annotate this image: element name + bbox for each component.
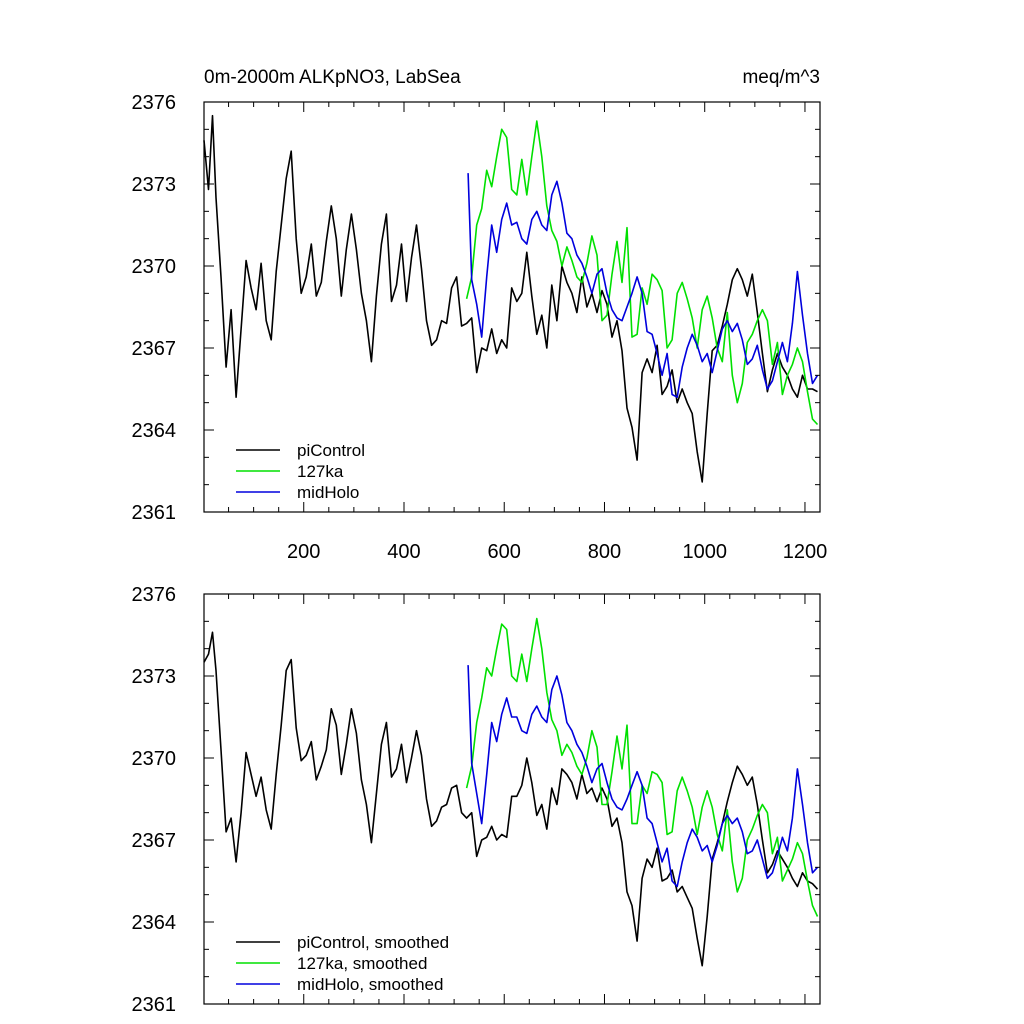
x-tick-label: 400 xyxy=(387,541,420,563)
y-tick-label: 2364 xyxy=(132,912,177,934)
y-tick-label: 2361 xyxy=(132,994,177,1016)
y-tick-label: 2364 xyxy=(132,420,177,442)
y-tick-label: 2367 xyxy=(132,830,177,852)
x-tick-label: 600 xyxy=(488,541,521,563)
series-line-midholo-smoothed xyxy=(467,665,819,888)
series-layer xyxy=(203,617,819,967)
x-tick-label: 800 xyxy=(588,541,621,563)
plot-frame xyxy=(203,593,821,1005)
series-line-127ka-smoothed xyxy=(465,617,819,917)
plot-title: 0m-2000m ALKpNO3, LabSea xyxy=(204,67,461,88)
legend-label-127ka-smoothed: 127ka, smoothed xyxy=(297,954,427,973)
legend-label-picontrol-smoothed: piControl, smoothed xyxy=(297,933,449,952)
units-label: meq/m^3 xyxy=(742,67,820,88)
y-tick-label: 2370 xyxy=(132,748,177,770)
legend-label-midholo-smoothed: midHolo, smoothed xyxy=(297,975,443,994)
legend-label-picontrol: piControl xyxy=(297,441,365,460)
legend: piControl 127ka midHolo xyxy=(236,441,365,502)
legend-label-127ka: 127ka xyxy=(297,462,344,481)
series-line-127ka xyxy=(465,120,819,426)
bottom-panel: 2361 2364 2367 2370 2373 2376 piControl, smoo… xyxy=(132,584,821,1016)
plot-frame xyxy=(203,101,821,513)
series-line-midholo xyxy=(467,173,819,399)
tick-layer: 2361 2364 2367 2370 2373 2376 200 400 600 800 1000… xyxy=(132,92,828,563)
y-tick-label: 2376 xyxy=(132,584,177,606)
y-tick-label: 2376 xyxy=(132,92,177,114)
top-panel: 0m-2000m ALKpNO3, LabSea meq/m^3 2361236… xyxy=(132,67,828,563)
x-tick-label: 200 xyxy=(287,541,320,563)
series-layer xyxy=(203,114,819,483)
y-tick-label: 2373 xyxy=(132,174,177,196)
series-line-picontrol-smoothed xyxy=(203,631,819,967)
x-tick-label: 1200 xyxy=(783,541,828,563)
y-tick-label: 2367 xyxy=(132,338,177,360)
x-tick-label: 1000 xyxy=(682,541,727,563)
legend: piControl, smoothed 127ka, smoothed midH… xyxy=(236,933,449,994)
series-line-picontrol xyxy=(203,114,818,483)
legend-label-midholo: midHolo xyxy=(297,483,359,502)
y-tick-label: 2361 xyxy=(132,502,177,524)
y-tick-label: 2373 xyxy=(132,666,177,688)
tick-layer: 2361 2364 2367 2370 2373 2376 xyxy=(132,584,820,1016)
y-tick-label: 2370 xyxy=(132,256,177,278)
